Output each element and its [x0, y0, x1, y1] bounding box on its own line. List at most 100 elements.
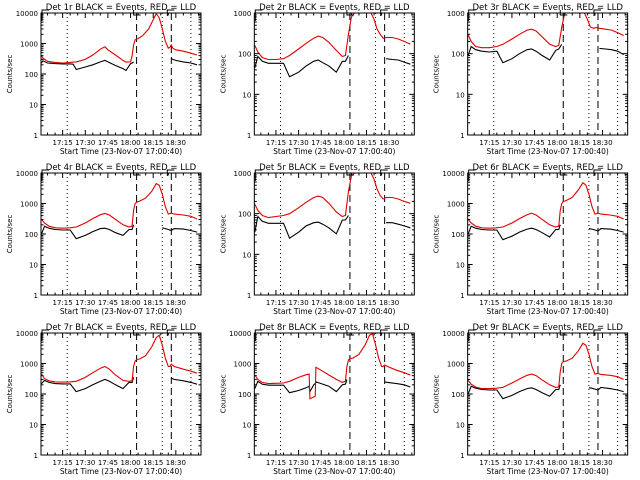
x-axis-label: Start Time (23-Nov-07 17:00:40) — [273, 307, 395, 316]
events-black-line — [254, 215, 411, 240]
flare-end-marker-icon — [380, 9, 388, 16]
flare-start-marker-icon — [133, 330, 141, 336]
x-tick-label: 18:15 — [570, 459, 590, 467]
detector-panel-5: Det 5r BLACK = Events, RED = LLD 1 10 100 10… — [219, 163, 415, 316]
x-tick-label: 17:15 — [53, 299, 73, 307]
flare-end-marker-icon — [166, 329, 175, 336]
y-tick-label: 1 — [247, 452, 251, 460]
y-tick-label: 1 — [460, 132, 464, 140]
y-axis-label: Counts/sec — [433, 55, 441, 94]
x-tick-label: 18:15 — [143, 299, 163, 307]
x-tick-label: 18:30 — [166, 459, 186, 467]
x-tick-label: 18:15 — [356, 139, 376, 147]
x-tick-label: 17:45 — [311, 139, 331, 147]
y-tick-label: 100 — [238, 391, 251, 399]
x-tick-label: 18:00 — [334, 139, 354, 147]
flare-start-marker-icon — [346, 170, 354, 176]
flare-start-marker-icon — [346, 10, 354, 16]
y-axis-label: Counts/sec — [433, 215, 441, 254]
flare-end-marker-icon — [166, 9, 175, 16]
y-tick-label: 10000 — [229, 330, 251, 338]
lld-red-line — [41, 334, 198, 383]
flare-end-marker-icon — [593, 329, 601, 336]
x-tick-label: 17:30 — [289, 299, 309, 307]
y-tick-label: 1000 — [447, 361, 465, 369]
y-tick-label: 100 — [238, 51, 251, 59]
y-axis-label: Counts/sec — [6, 215, 14, 254]
events-black-line — [41, 224, 198, 240]
x-tick-label: 17:30 — [289, 139, 309, 147]
lld-red-line — [254, 173, 411, 219]
events-black-line — [467, 224, 624, 241]
y-tick-label: 1000 — [234, 10, 252, 18]
detector-panel-8: Det 8r BLACK = Events, RED = LLD 1 10 100 10… — [219, 323, 415, 476]
y-tick-label: 1000 — [447, 201, 465, 209]
x-axis-label: Start Time (23-Nov-07 17:00:40) — [273, 147, 395, 156]
x-tick-label: 17:30 — [75, 299, 95, 307]
x-tick-label: 18:30 — [379, 459, 399, 467]
y-tick-label: 10000 — [16, 170, 38, 178]
y-tick-label: 10 — [456, 91, 465, 99]
detector-panel-2: Det 2r BLACK = Events, RED = LLD 1 10 100 10… — [219, 3, 415, 156]
x-tick-label: 17:15 — [479, 459, 499, 467]
detector-panel-4: Det 4r BLACK = Events, RED = LLD 1 10 100 10… — [6, 163, 202, 316]
y-tick-label: 1 — [460, 292, 464, 300]
x-tick-label: 18:00 — [334, 459, 354, 467]
plot-frame — [253, 12, 415, 136]
x-tick-label: 18:00 — [120, 459, 140, 467]
x-tick-label: 17:30 — [75, 139, 95, 147]
x-tick-label: 18:30 — [166, 139, 186, 147]
y-tick-label: 1 — [34, 292, 38, 300]
flare-end-marker-icon — [380, 329, 388, 336]
y-tick-label: 100 — [451, 391, 464, 399]
detector-panel-7: Det 7r BLACK = Events, RED = LLD 1 10 100 10… — [6, 323, 202, 476]
panel-title: Det 4r BLACK = Events, RED = LLD — [46, 163, 197, 173]
x-tick-label: 17:30 — [502, 459, 522, 467]
y-tick-label: 1 — [34, 132, 38, 140]
x-tick-label: 18:30 — [379, 299, 399, 307]
y-tick-label: 10000 — [442, 170, 464, 178]
panel-title: Det 2r BLACK = Events, RED = LLD — [259, 3, 410, 13]
plot-frame — [253, 172, 415, 296]
x-tick-label: 17:45 — [98, 299, 118, 307]
flare-start-marker-icon — [559, 10, 568, 16]
flare-end-marker-icon — [166, 169, 175, 176]
y-tick-label: 1000 — [20, 41, 38, 49]
panel-title: Det 1r BLACK = Events, RED = LLD — [46, 3, 197, 13]
interval-start-bracket-icon — [41, 169, 49, 181]
interval-start-bracket-icon — [468, 9, 476, 21]
x-tick-label: 18:15 — [570, 299, 590, 307]
y-tick-label: 1000 — [20, 201, 38, 209]
lld-red-line — [467, 181, 624, 229]
x-tick-label: 17:45 — [524, 459, 544, 467]
interval-start-bracket-icon — [468, 169, 476, 181]
x-tick-label: 17:15 — [266, 139, 286, 147]
lld-red-line — [467, 13, 624, 49]
y-tick-label: 1 — [460, 452, 464, 460]
interval-start-bracket-icon — [254, 329, 263, 341]
y-tick-label: 100 — [25, 231, 38, 239]
y-tick-label: 1000 — [234, 361, 252, 369]
flare-start-marker-icon — [559, 170, 568, 176]
x-tick-label: 18:30 — [592, 299, 612, 307]
x-tick-label: 17:30 — [502, 139, 522, 147]
panel-title: Det 9r BLACK = Events, RED = LLD — [472, 323, 623, 333]
y-tick-label: 10 — [456, 422, 465, 430]
x-tick-label: 17:45 — [524, 139, 544, 147]
interval-start-bracket-icon — [41, 9, 49, 21]
y-tick-label: 10 — [456, 262, 465, 270]
plot-frame — [40, 12, 202, 136]
interval-start-bracket-icon — [254, 169, 263, 181]
detector-panel-6: Det 6r BLACK = Events, RED = LLD 1 10 100 10… — [433, 163, 629, 316]
events-black-line — [41, 58, 198, 72]
x-tick-label: 17:30 — [75, 459, 95, 467]
x-tick-label: 17:45 — [98, 459, 118, 467]
x-tick-label: 18:00 — [120, 139, 140, 147]
y-tick-label: 10 — [29, 102, 38, 110]
x-tick-label: 17:15 — [266, 299, 286, 307]
y-tick-label: 100 — [25, 71, 38, 79]
panel-title: Det 6r BLACK = Events, RED = LLD — [472, 163, 623, 173]
plot-frame — [467, 332, 629, 456]
